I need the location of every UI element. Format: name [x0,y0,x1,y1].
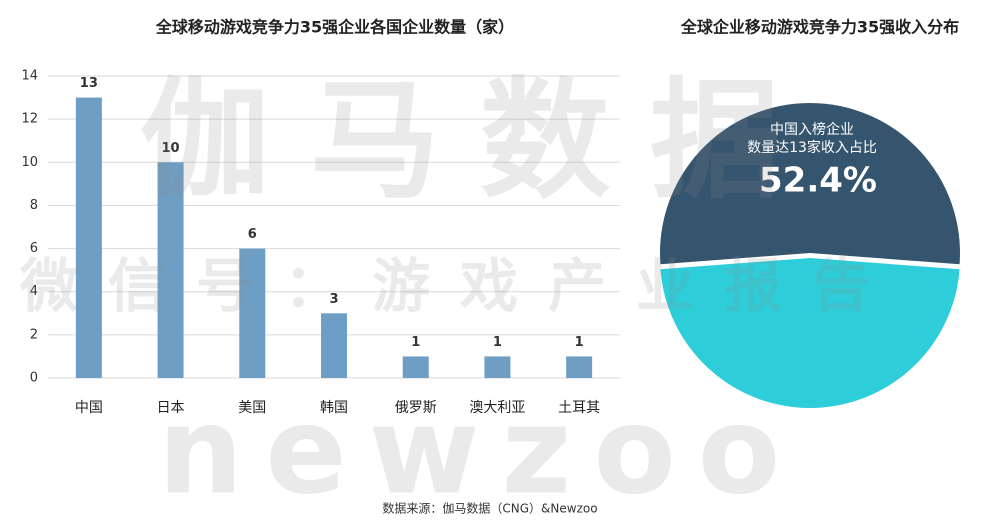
data-label: 10 [162,141,180,156]
data-label: 1 [411,335,420,350]
annotation: 中国入榜企业 [770,121,854,138]
x-tick-label: 日本 [157,400,185,416]
y-tick-label: 12 [21,112,38,127]
data-label: 3 [329,292,338,307]
watermark: 微信号：游戏产业报告 [19,252,900,320]
x-tick-label: 俄罗斯 [395,400,437,416]
annotation: 数量达13家收入占比 [747,139,877,156]
chart-title: 全球移动游戏竞争力35强企业各国企业数量（家） [155,18,514,37]
y-tick-label: 2 [30,327,38,342]
y-tick-label: 8 [30,198,38,213]
y-tick-label: 10 [21,155,38,170]
pie-slice [660,103,960,265]
data-label: 1 [575,335,584,350]
data-label: 1 [493,335,502,350]
bar [484,356,511,378]
y-tick-label: 4 [30,284,38,299]
watermark: 伽马数据 [140,65,820,217]
charts: 全球移动游戏竞争力35强企业各国企业数量（家）0246810121413中国10… [21,18,960,416]
y-tick-label: 6 [30,241,38,256]
bar [75,97,102,379]
data-label: 13 [80,76,98,91]
bar [321,313,347,378]
chart-title: 全球企业移动游戏竞争力35强收入分布 [680,18,959,37]
pie-slice [660,258,960,409]
bar [566,356,593,378]
value-label: 52.4% [759,161,877,201]
data-label: 6 [248,227,257,242]
x-tick-label: 澳大利亚 [469,400,525,416]
x-tick-label: 韩国 [320,400,348,416]
bar [157,162,184,378]
watermark: newzoo [158,383,802,522]
x-tick-label: 中国 [75,400,103,416]
x-tick-label: 土耳其 [558,400,600,416]
x-tick-label: 美国 [238,400,266,416]
y-tick-label: 14 [21,69,38,84]
y-tick-label: 0 [30,371,38,386]
bar [239,248,266,378]
source: 数据来源：伽马数据（CNG）&Newzoo [382,501,597,516]
bar [402,356,429,378]
